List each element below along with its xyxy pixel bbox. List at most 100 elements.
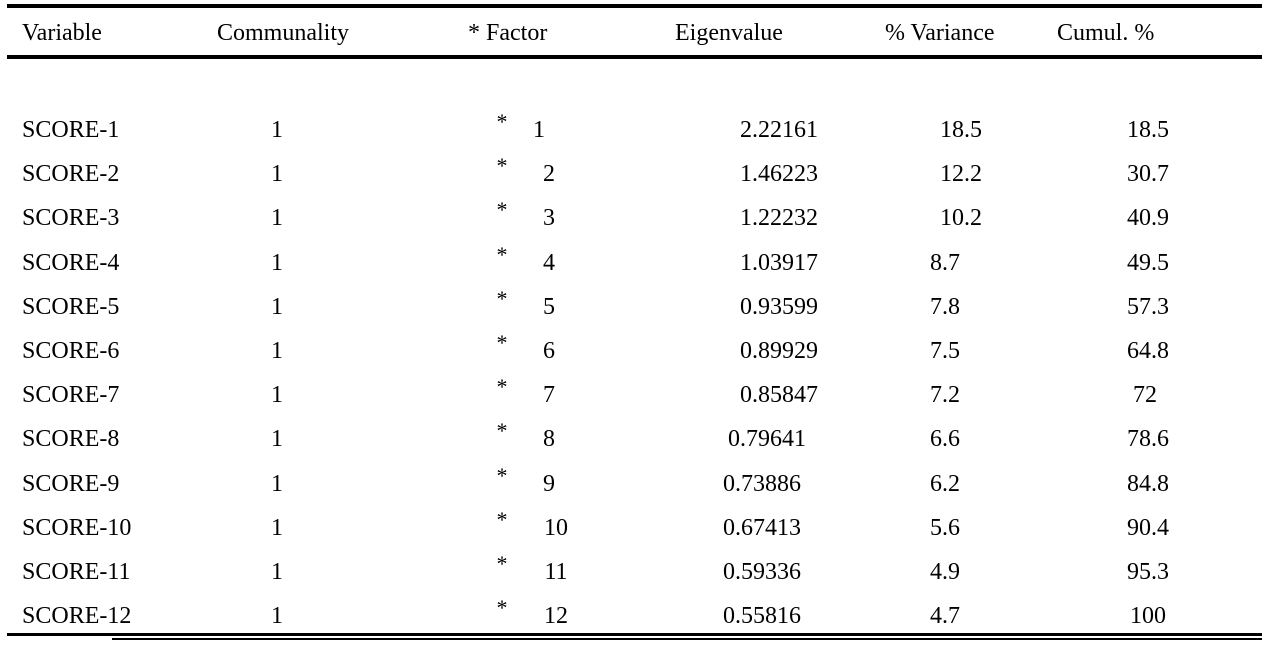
table-row: SCORE-8 1 * 8 0.79641 6.6 78.6 [7,418,1262,469]
cell-variable: SCORE-4 [22,249,120,276]
cell-cumul: 18.5 [1127,117,1169,143]
cell-variable: SCORE-11 [22,559,131,585]
cell-star: * [496,109,508,134]
cell-star: * [496,374,508,400]
cell-communality: 1 [271,603,283,630]
cell-cumul: 78.6 [1127,426,1169,453]
cell-cumul: 90.4 [1127,514,1169,541]
cell-factor: 9 [543,470,555,497]
cell-factor: 4 [543,249,555,276]
header-variance: % Variance [885,20,995,46]
cell-variance: 6.2 [930,470,960,497]
cell-cumul: 95.3 [1127,559,1169,585]
cell-factor: 12 [544,603,568,630]
cell-cumul: 84.8 [1127,470,1169,497]
table-bottom-rule-secondary [112,638,1262,640]
cell-communality: 1 [271,161,283,188]
table-row: SCORE-5 1 * 5 0.93599 7.8 57.3 [7,286,1262,337]
table-row: SCORE-4 1 * 4 1.03917 8.7 49.5 [7,242,1262,293]
cell-factor: 5 [543,293,555,320]
cell-star: * [496,330,508,355]
cell-cumul: 64.8 [1127,338,1169,364]
cell-variable: SCORE-3 [22,205,120,232]
cell-variable: SCORE-1 [22,117,120,143]
cell-variance: 4.9 [930,559,960,585]
cell-star: * [496,418,508,444]
header-cumul: Cumul. % [1057,20,1155,46]
header-communality: Communality [217,20,349,46]
table-row: SCORE-12 1 * 12 0.55816 4.7 100 [7,595,1262,646]
cell-eigenvalue: 1.46223 [740,161,818,188]
cell-eigenvalue: 0.85847 [740,382,818,409]
cell-eigenvalue: 0.79641 [728,426,806,453]
cell-variable: SCORE-10 [22,514,132,541]
cell-variance: 7.8 [930,293,960,320]
header-rule [7,55,1262,59]
cell-eigenvalue: 0.93599 [740,293,818,320]
table-row: SCORE-7 1 * 7 0.85847 7.2 72 [7,374,1262,425]
cell-cumul: 57.3 [1127,293,1169,320]
cell-eigenvalue: 0.89929 [740,338,818,364]
cell-variance: 7.5 [930,338,960,364]
table-row: SCORE-2 1 * 2 1.46223 12.2 30.7 [7,153,1262,204]
header-variable: Variable [22,20,102,46]
cell-variable: SCORE-2 [22,161,120,188]
cell-variable: SCORE-9 [22,470,120,497]
cell-eigenvalue: 2.22161 [740,117,818,143]
cell-factor: 6 [543,338,555,364]
cell-variable: SCORE-5 [22,293,120,320]
cell-eigenvalue: 0.67413 [723,514,801,541]
cell-star: * [496,241,508,267]
table-row: SCORE-11 1 * 11 0.59336 4.9 95.3 [7,551,1262,602]
cell-communality: 1 [271,426,283,453]
cell-star: * [496,197,508,223]
cell-variance: 8.7 [930,249,960,276]
cell-communality: 1 [271,117,283,143]
cell-eigenvalue: 0.59336 [723,559,801,585]
header-eigenvalue: Eigenvalue [675,20,783,46]
cell-cumul: 49.5 [1127,249,1169,276]
cell-eigenvalue: 0.55816 [723,603,801,630]
cell-communality: 1 [271,293,283,320]
cell-factor: 3 [543,205,555,232]
cell-variance: 7.2 [930,382,960,409]
cell-cumul: 40.9 [1127,205,1169,232]
cell-communality: 1 [271,249,283,276]
cell-variance: 4.7 [930,603,960,630]
cell-star: * [496,595,508,621]
cell-communality: 1 [271,559,283,585]
table-row: SCORE-1 1 * 1 2.22161 18.5 18.5 [7,109,1262,160]
factor-table: Variable Communality * Factor Eigenvalue… [7,0,1262,643]
cell-variable: SCORE-12 [22,603,132,630]
cell-factor: 2 [543,161,555,188]
table-row: SCORE-9 1 * 9 0.73886 6.2 84.8 [7,463,1262,514]
table-row: SCORE-10 1 * 10 0.67413 5.6 90.4 [7,507,1262,558]
cell-factor: 11 [544,559,568,585]
cell-factor: 8 [543,426,555,453]
cell-star: * [496,506,508,532]
cell-communality: 1 [271,338,283,364]
cell-star: * [496,153,508,179]
table-bottom-rule [7,633,1262,636]
cell-communality: 1 [271,470,283,497]
cell-variable: SCORE-7 [22,382,120,409]
cell-star: * [496,285,508,311]
cell-variance: 10.2 [940,205,982,232]
table-top-rule [7,4,1262,8]
cell-star: * [496,551,508,576]
cell-variance: 5.6 [930,514,960,541]
header-factor: * Factor [468,20,548,46]
cell-cumul: 100 [1130,603,1166,630]
cell-factor: 7 [543,382,555,409]
cell-eigenvalue: 1.22232 [740,205,818,232]
cell-variable: SCORE-8 [22,426,120,453]
cell-factor: 10 [544,514,568,541]
cell-communality: 1 [271,382,283,409]
cell-eigenvalue: 1.03917 [740,249,818,276]
cell-variable: SCORE-6 [22,338,120,364]
table-row: SCORE-3 1 * 3 1.22232 10.2 40.9 [7,197,1262,248]
cell-cumul: 72 [1133,382,1157,409]
cell-communality: 1 [271,205,283,232]
cell-variance: 12.2 [940,161,982,188]
cell-eigenvalue: 0.73886 [723,470,801,497]
